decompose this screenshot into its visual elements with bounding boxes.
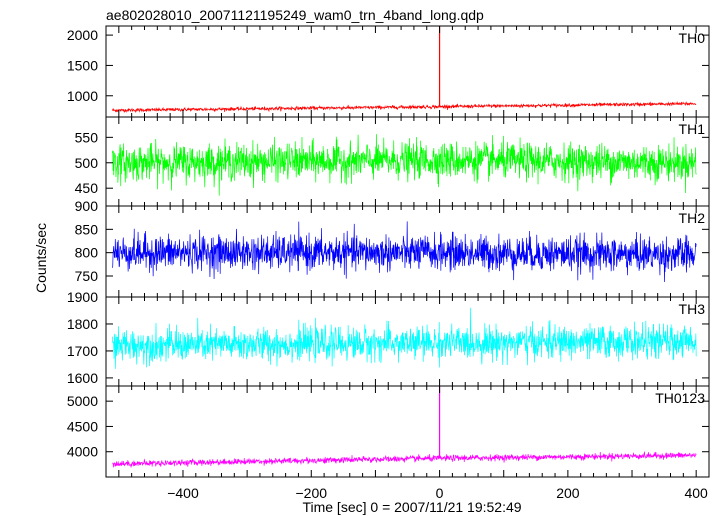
y-tick-label: 1000 bbox=[67, 88, 98, 104]
y-tick-label: 550 bbox=[75, 129, 99, 145]
x-tick-label: 400 bbox=[684, 485, 708, 501]
panel-th0123: 4000 4500 5000 TH0123 −400 −200 0 200 400 bbox=[67, 385, 710, 501]
y-tick-label: 5000 bbox=[67, 393, 98, 409]
x-tick-label: 200 bbox=[556, 485, 580, 501]
y-tick-label: 1600 bbox=[67, 370, 98, 386]
y-tick-label: 1800 bbox=[67, 316, 98, 332]
y-tick-label: 450 bbox=[75, 180, 99, 196]
panel-label-th0: TH0 bbox=[679, 30, 706, 46]
panel-label-th3: TH3 bbox=[679, 301, 706, 317]
panel-frame bbox=[105, 385, 710, 478]
y-tick-label: 2000 bbox=[67, 27, 98, 43]
series-line-th2 bbox=[112, 221, 697, 282]
panel-th1: 450 500 550 TH1 bbox=[75, 116, 710, 207]
y-tick-label: 500 bbox=[75, 155, 99, 171]
series-line-th0 bbox=[112, 100, 697, 114]
panel-frame bbox=[105, 25, 710, 118]
x-tick-label: −400 bbox=[167, 485, 199, 501]
y-axis-label: Counts/sec bbox=[33, 223, 49, 293]
panel-th2: 750 800 850 900 TH2 bbox=[75, 198, 710, 298]
series-line-th0123 bbox=[112, 451, 697, 468]
panel-label-th1: TH1 bbox=[679, 121, 706, 137]
series-line-th3 bbox=[112, 307, 697, 369]
y-tick-label: 1900 bbox=[67, 289, 98, 305]
panel-th0: 1000 1500 2000 TH0 bbox=[67, 25, 710, 118]
y-tick-label: 4000 bbox=[67, 444, 98, 460]
y-tick-label: 1500 bbox=[67, 57, 98, 73]
y-tick-label: 1700 bbox=[67, 343, 98, 359]
series-line-th1 bbox=[112, 134, 697, 196]
panel-th3: 1600 1700 1800 1900 TH3 bbox=[67, 289, 710, 387]
y-tick-label: 750 bbox=[75, 268, 99, 284]
y-tick-label: 4500 bbox=[67, 418, 98, 434]
panel-label-th2: TH2 bbox=[679, 210, 706, 226]
y-tick-label: 800 bbox=[75, 245, 99, 261]
x-axis-label: Time [sec] 0 = 2007/11/21 19:52:49 bbox=[302, 499, 521, 515]
chart-title: ae802028010_20071121195249_wam0_trn_4ban… bbox=[106, 7, 484, 23]
y-tick-label: 900 bbox=[75, 198, 99, 214]
panel-label-th0123: TH0123 bbox=[655, 390, 705, 406]
x-tick-label: −200 bbox=[296, 485, 328, 501]
x-tick-label: 0 bbox=[436, 485, 444, 501]
y-tick-label: 850 bbox=[75, 221, 99, 237]
